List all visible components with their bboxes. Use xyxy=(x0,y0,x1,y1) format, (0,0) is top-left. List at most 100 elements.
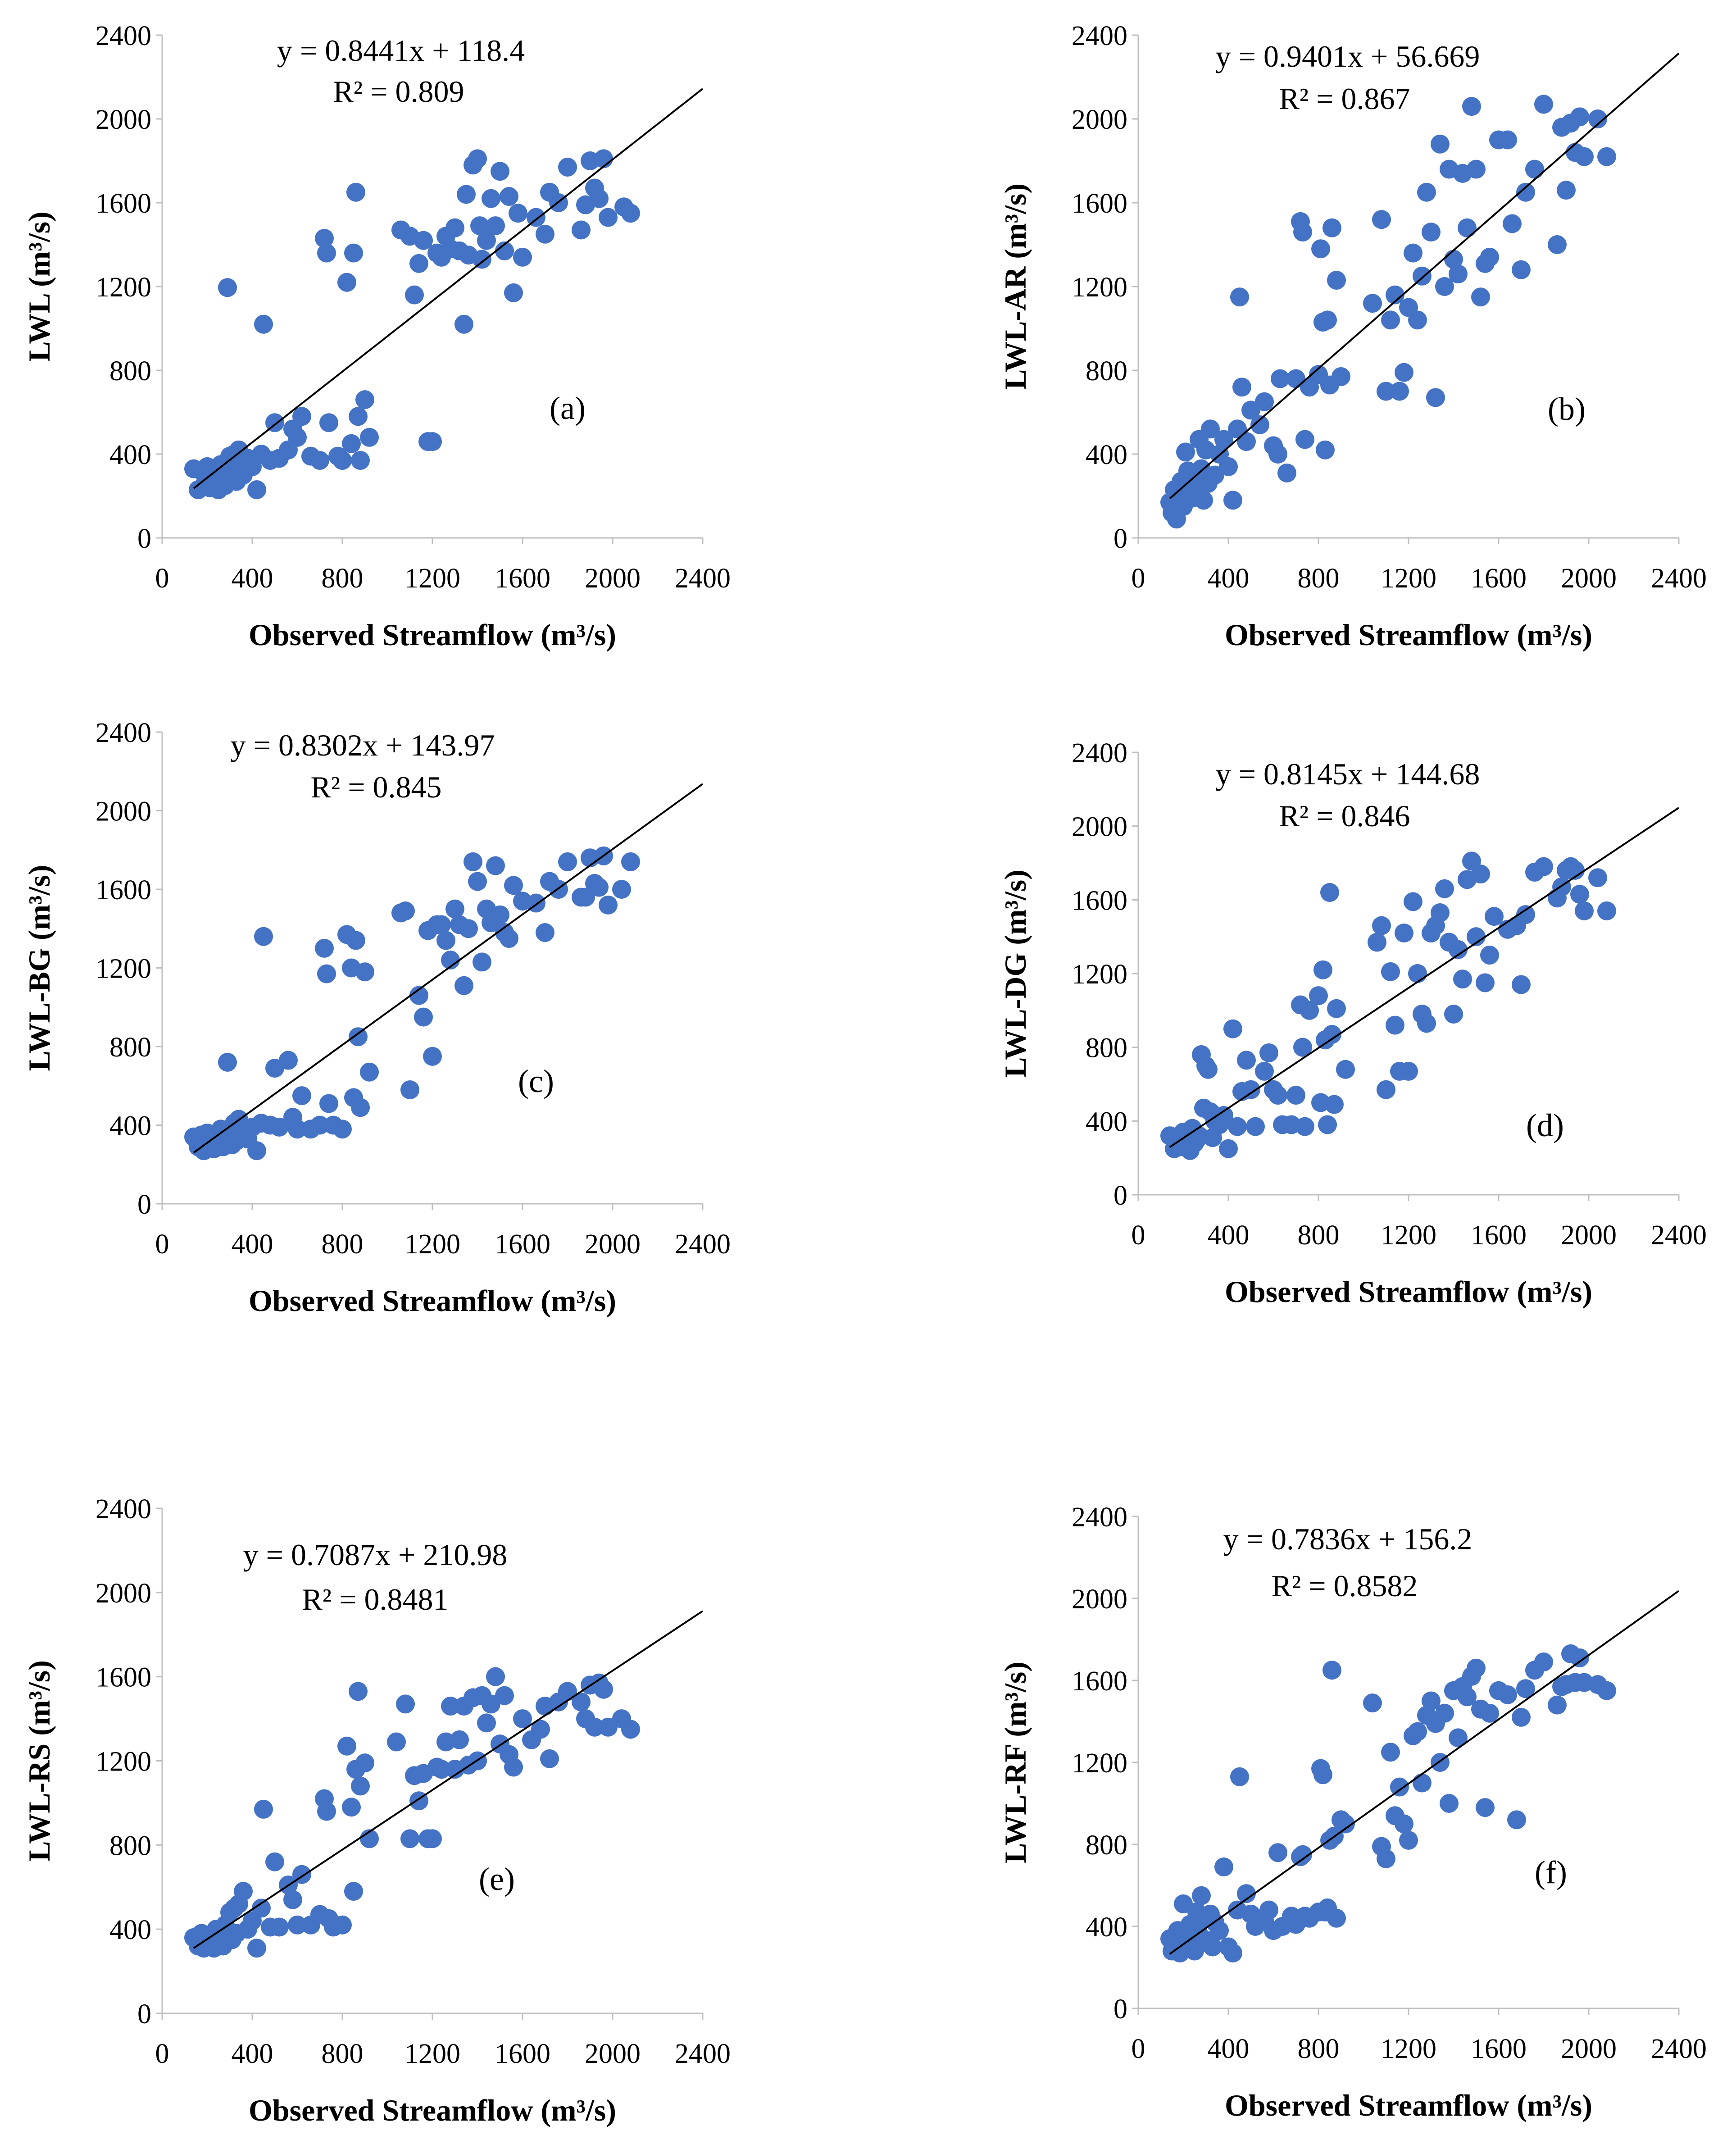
y-tick-label: 400 xyxy=(1086,1912,1127,1943)
data-point xyxy=(1230,287,1249,307)
x-tick-label: 0 xyxy=(1132,2034,1145,2064)
data-point xyxy=(504,283,523,302)
data-point xyxy=(1498,130,1517,150)
data-point xyxy=(1250,415,1269,434)
x-tick-label: 800 xyxy=(322,2039,364,2069)
data-point xyxy=(1417,182,1436,202)
data-point xyxy=(468,872,487,891)
data-point xyxy=(1268,1086,1287,1105)
data-point xyxy=(612,880,631,899)
data-point xyxy=(409,986,428,1005)
data-point xyxy=(247,1939,266,1958)
y-tick-label: 1200 xyxy=(1072,272,1127,303)
data-point xyxy=(1293,1038,1312,1057)
data-point xyxy=(590,878,609,897)
data-point xyxy=(1232,378,1251,397)
data-point xyxy=(1480,946,1499,965)
data-point xyxy=(1268,1843,1287,1862)
data-point xyxy=(590,189,609,208)
data-point xyxy=(288,1915,307,1935)
data-point xyxy=(1458,218,1477,237)
data-point xyxy=(486,856,505,875)
data-point xyxy=(1471,865,1490,884)
data-point xyxy=(491,905,509,924)
data-point xyxy=(436,931,455,950)
data-point xyxy=(1286,1086,1305,1105)
data-point xyxy=(594,149,613,168)
data-point xyxy=(473,250,491,269)
data-point xyxy=(531,1720,550,1739)
panel-label: (b) xyxy=(1548,391,1586,427)
x-tick-label: 400 xyxy=(232,2039,273,2069)
data-point xyxy=(1214,430,1233,449)
data-point xyxy=(254,927,273,946)
x-tick-label: 1600 xyxy=(495,563,550,594)
data-point xyxy=(288,1120,307,1139)
x-tick-label: 0 xyxy=(155,563,169,594)
y-tick-label: 800 xyxy=(109,1032,151,1063)
y-tick-label: 400 xyxy=(109,440,151,470)
data-point xyxy=(572,1692,591,1712)
x-tick-label: 1600 xyxy=(495,2039,550,2069)
data-point xyxy=(1588,868,1607,888)
data-point xyxy=(454,976,473,995)
data-point xyxy=(218,278,237,297)
data-point xyxy=(351,451,370,470)
data-point xyxy=(1395,923,1413,942)
data-point xyxy=(1320,883,1339,902)
data-point xyxy=(1223,1944,1242,1963)
data-point xyxy=(1575,147,1594,166)
panel-d: 0 400 800 1200 1600 2000 2400 0 400 800 1200 1600 20… xyxy=(998,738,1707,1309)
data-point xyxy=(405,285,424,305)
data-point xyxy=(1453,970,1472,989)
data-point xyxy=(288,428,307,447)
x-axis-title: Observed Streamflow (m³/s) xyxy=(249,1284,616,1318)
data-point xyxy=(576,888,595,907)
data-point xyxy=(1219,1139,1238,1158)
data-point xyxy=(1404,892,1422,911)
x-tick-label: 400 xyxy=(1208,1220,1250,1251)
panel-label: (f) xyxy=(1535,1854,1567,1890)
data-point xyxy=(445,899,464,919)
y-tick-label: 0 xyxy=(137,1999,151,2030)
data-point xyxy=(1548,1695,1567,1715)
x-tick-label: 0 xyxy=(1132,563,1145,594)
y-tick-label: 0 xyxy=(1113,1180,1127,1211)
data-point xyxy=(486,1667,505,1686)
data-point xyxy=(1516,1679,1535,1698)
data-point xyxy=(414,231,433,250)
x-tick-label: 1600 xyxy=(1471,2034,1527,2064)
data-point xyxy=(252,1898,271,1918)
data-point xyxy=(500,187,518,206)
data-point xyxy=(349,1682,368,1701)
data-point xyxy=(1318,310,1337,330)
trend-line xyxy=(1169,52,1680,499)
data-point xyxy=(1381,962,1400,981)
data-point xyxy=(254,314,273,334)
data-point xyxy=(1219,457,1238,476)
data-point xyxy=(536,224,554,244)
data-point xyxy=(1480,1703,1499,1723)
data-point xyxy=(1295,1117,1314,1136)
x-tick-label: 2400 xyxy=(675,563,731,594)
data-point xyxy=(1444,1005,1463,1024)
y-axis-title: LWL-DG (m³/s) xyxy=(998,869,1032,1078)
y-tick-label: 1200 xyxy=(95,272,151,303)
data-point xyxy=(1246,1117,1265,1136)
y-tick-label: 400 xyxy=(1086,440,1127,470)
x-tick-label: 1600 xyxy=(1471,563,1527,594)
data-point xyxy=(1194,491,1213,510)
data-point xyxy=(1223,1019,1242,1038)
data-point xyxy=(349,1027,368,1047)
data-point xyxy=(1390,382,1409,401)
trend-line xyxy=(1169,807,1680,1148)
data-point xyxy=(423,432,442,451)
data-point xyxy=(536,923,554,942)
data-point xyxy=(432,1760,451,1779)
data-point xyxy=(355,390,374,410)
data-point xyxy=(585,1717,604,1737)
data-point xyxy=(1476,1798,1495,1817)
y-tick-label: 2000 xyxy=(1072,1584,1127,1615)
trend-line xyxy=(193,88,704,489)
data-point xyxy=(1408,310,1427,330)
